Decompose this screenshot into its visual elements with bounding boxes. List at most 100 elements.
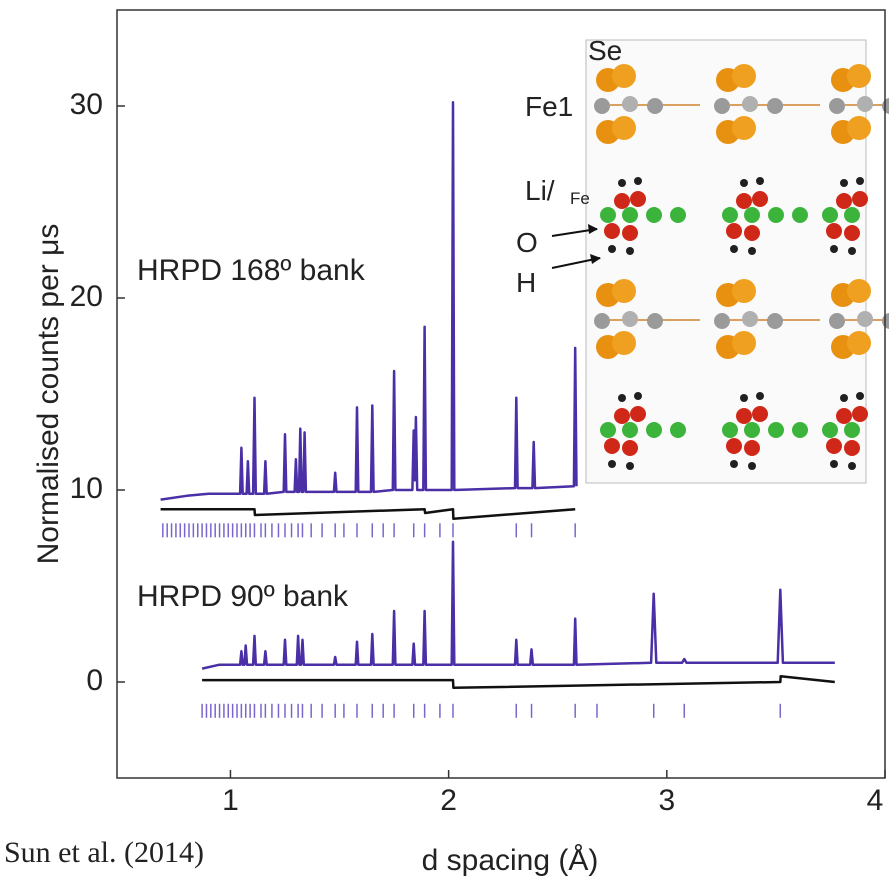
h-atom [748,462,756,470]
li-atom [670,422,686,438]
li-atom [844,207,860,223]
o-atom [622,225,638,241]
o-atom [852,191,868,207]
se-atom [612,331,636,355]
li-atom [744,422,760,438]
chart: Se Fe1 Li/ Fe O H HRPD 168º bank HRPD 90… [0,0,889,881]
h-atom [626,247,634,255]
li-atom [768,207,784,223]
h-atom [740,179,748,187]
o-atom [736,408,752,424]
o-atom [836,408,852,424]
x-tick-label: 3 [658,784,675,817]
o-atom [726,223,742,239]
h-atom [756,392,764,400]
li-atom [722,207,738,223]
fe-atom [767,313,783,329]
h-atom [848,247,856,255]
se-atom [847,64,871,88]
o-atom [736,193,752,209]
fe-atom [767,98,783,114]
li-atom [844,422,860,438]
se-atom [847,116,871,140]
h-atom [830,245,838,253]
o-atom [826,223,842,239]
h-atom [608,245,616,253]
se-atom [612,64,636,88]
li-atom [822,422,838,438]
li-atom [622,422,638,438]
h-atom [840,394,848,402]
fe-atom [647,98,663,114]
li-atom [822,207,838,223]
annotation: HRPD 168º bank [137,254,366,287]
se-atom [847,279,871,303]
o-atom [852,406,868,422]
o-atom [726,438,742,454]
h-atom [626,462,634,470]
se-atom [612,116,636,140]
o-atom [630,191,646,207]
h-atom [618,394,626,402]
li-atom [622,207,638,223]
o-atom [844,440,860,456]
fe-atom [829,313,845,329]
h-atom [840,179,848,187]
fe-atom [622,311,638,327]
x-tick-label: 4 [867,784,884,817]
profile-line [202,676,835,688]
li-atom [670,207,686,223]
se-atom [732,331,756,355]
o-atom [630,406,646,422]
se-atom [847,331,871,355]
li-atom [600,422,616,438]
se-atom [612,279,636,303]
h-atom [856,177,864,185]
fe-atom [857,311,873,327]
h-atom [756,177,764,185]
fe-atom [714,313,730,329]
o-atom [604,223,620,239]
li-atom [722,422,738,438]
o-atom [614,408,630,424]
y-tick-label: 30 [70,88,103,121]
y-tick-label: 0 [86,664,103,697]
se-atom [732,116,756,140]
o-atom [826,438,842,454]
x-axis-label: d spacing (Å) [422,844,599,877]
inset-label: Fe1 [525,91,573,122]
fe-atom [714,98,730,114]
credit: Sun et al. (2014) [4,836,204,869]
inset-label: O [516,227,538,258]
fe-atom [647,313,663,329]
inset-label: Fe [570,189,590,208]
se-atom [732,279,756,303]
o-atom [752,406,768,422]
fe-atom [622,96,638,112]
h-atom [634,177,642,185]
y-tick-label: 20 [70,280,103,313]
fe-atom [742,311,758,327]
o-atom [752,191,768,207]
li-atom [744,207,760,223]
h-atom [748,247,756,255]
h-atom [830,460,838,468]
inset-label: Li/ [525,175,555,206]
li-atom [792,207,808,223]
o-atom [844,225,860,241]
profile-line [161,102,577,499]
se-atom [732,64,756,88]
o-atom [744,225,760,241]
h-atom [848,462,856,470]
fe-atom [594,98,610,114]
fe-atom [742,96,758,112]
h-atom [730,245,738,253]
o-atom [744,440,760,456]
li-atom [768,422,784,438]
h-atom [634,392,642,400]
li-atom [792,422,808,438]
x-tick-label: 1 [222,784,239,817]
h-atom [618,179,626,187]
h-atom [856,392,864,400]
o-atom [622,440,638,456]
